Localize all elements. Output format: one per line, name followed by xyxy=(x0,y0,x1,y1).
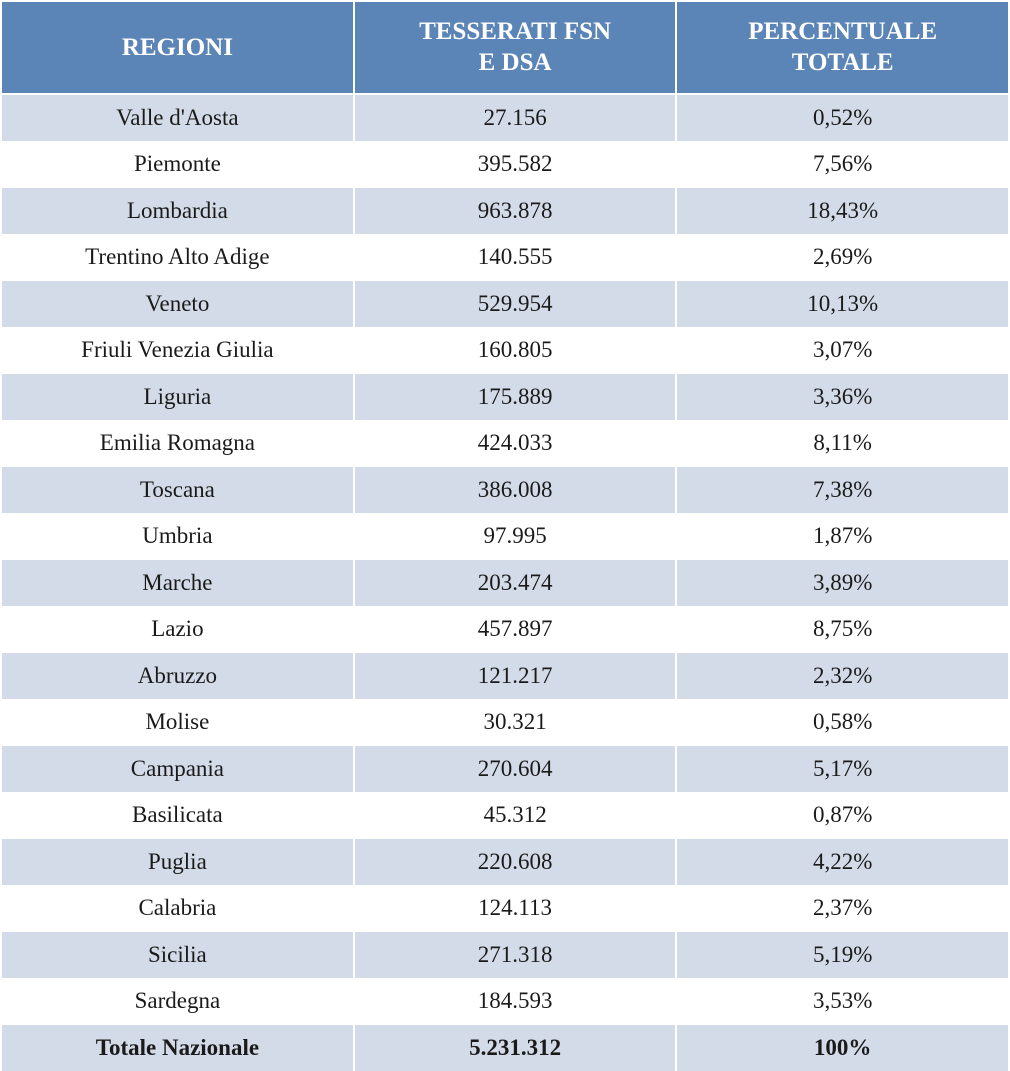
cell-regione: Calabria xyxy=(1,885,354,932)
table-row: Lazio457.8978,75% xyxy=(1,606,1009,653)
cell-tesserati: 97.995 xyxy=(354,513,677,560)
table-row: Marche203.4743,89% xyxy=(1,560,1009,607)
cell-tesserati: 220.608 xyxy=(354,839,677,886)
cell-regione: Molise xyxy=(1,699,354,746)
cell-regione: Sicilia xyxy=(1,932,354,979)
cell-percentuale: 4,22% xyxy=(676,839,1009,886)
cell-total-tesserati: 5.231.312 xyxy=(354,1025,677,1071)
table-row: Umbria97.9951,87% xyxy=(1,513,1009,560)
cell-tesserati: 27.156 xyxy=(354,94,677,142)
table-row: Campania270.6045,17% xyxy=(1,746,1009,793)
table-row: Emilia Romagna424.0338,11% xyxy=(1,420,1009,467)
table-row: Molise30.3210,58% xyxy=(1,699,1009,746)
cell-tesserati: 45.312 xyxy=(354,792,677,839)
table-row: Sicilia271.3185,19% xyxy=(1,932,1009,979)
table-row: Abruzzo121.2172,32% xyxy=(1,653,1009,700)
cell-regione: Lombardia xyxy=(1,188,354,235)
table-row: Liguria175.8893,36% xyxy=(1,374,1009,421)
cell-percentuale: 2,69% xyxy=(676,234,1009,281)
cell-tesserati: 424.033 xyxy=(354,420,677,467)
cell-total-regione: Totale Nazionale xyxy=(1,1025,354,1071)
cell-regione: Campania xyxy=(1,746,354,793)
cell-regione: Liguria xyxy=(1,374,354,421)
cell-tesserati: 160.805 xyxy=(354,327,677,374)
cell-percentuale: 1,87% xyxy=(676,513,1009,560)
cell-total-percentuale: 100% xyxy=(676,1025,1009,1071)
cell-tesserati: 963.878 xyxy=(354,188,677,235)
cell-percentuale: 0,58% xyxy=(676,699,1009,746)
table-row: Friuli Venezia Giulia160.8053,07% xyxy=(1,327,1009,374)
cell-percentuale: 7,38% xyxy=(676,467,1009,514)
table-row: Valle d'Aosta27.1560,52% xyxy=(1,94,1009,142)
col-header-regioni: REGIONI xyxy=(1,1,354,94)
cell-tesserati: 140.555 xyxy=(354,234,677,281)
cell-tesserati: 386.008 xyxy=(354,467,677,514)
table-row: Basilicata45.3120,87% xyxy=(1,792,1009,839)
cell-percentuale: 3,36% xyxy=(676,374,1009,421)
cell-regione: Friuli Venezia Giulia xyxy=(1,327,354,374)
cell-tesserati: 529.954 xyxy=(354,281,677,328)
cell-regione: Veneto xyxy=(1,281,354,328)
cell-regione: Abruzzo xyxy=(1,653,354,700)
cell-regione: Emilia Romagna xyxy=(1,420,354,467)
data-table-container: REGIONI TESSERATI FSNE DSA PERCENTUALETO… xyxy=(0,0,1010,1071)
cell-tesserati: 395.582 xyxy=(354,141,677,188)
cell-percentuale: 5,19% xyxy=(676,932,1009,979)
cell-regione: Marche xyxy=(1,560,354,607)
cell-percentuale: 0,87% xyxy=(676,792,1009,839)
table-row: Piemonte395.5827,56% xyxy=(1,141,1009,188)
data-table: REGIONI TESSERATI FSNE DSA PERCENTUALETO… xyxy=(0,0,1010,1071)
table-row: Calabria124.1132,37% xyxy=(1,885,1009,932)
table-row: Puglia220.6084,22% xyxy=(1,839,1009,886)
cell-regione: Umbria xyxy=(1,513,354,560)
cell-tesserati: 457.897 xyxy=(354,606,677,653)
cell-percentuale: 8,11% xyxy=(676,420,1009,467)
cell-tesserati: 270.604 xyxy=(354,746,677,793)
cell-regione: Sardegna xyxy=(1,978,354,1025)
table-total-row: Totale Nazionale5.231.312100% xyxy=(1,1025,1009,1071)
cell-regione: Basilicata xyxy=(1,792,354,839)
cell-percentuale: 7,56% xyxy=(676,141,1009,188)
cell-percentuale: 3,07% xyxy=(676,327,1009,374)
cell-percentuale: 18,43% xyxy=(676,188,1009,235)
cell-tesserati: 271.318 xyxy=(354,932,677,979)
cell-percentuale: 2,37% xyxy=(676,885,1009,932)
table-row: Trentino Alto Adige140.5552,69% xyxy=(1,234,1009,281)
cell-percentuale: 0,52% xyxy=(676,94,1009,142)
table-body: Valle d'Aosta27.1560,52%Piemonte395.5827… xyxy=(1,94,1009,1071)
cell-regione: Toscana xyxy=(1,467,354,514)
cell-percentuale: 3,53% xyxy=(676,978,1009,1025)
cell-tesserati: 30.321 xyxy=(354,699,677,746)
col-header-percentuale: PERCENTUALETOTALE xyxy=(676,1,1009,94)
cell-percentuale: 5,17% xyxy=(676,746,1009,793)
cell-regione: Lazio xyxy=(1,606,354,653)
cell-percentuale: 3,89% xyxy=(676,560,1009,607)
cell-tesserati: 203.474 xyxy=(354,560,677,607)
cell-regione: Piemonte xyxy=(1,141,354,188)
cell-tesserati: 184.593 xyxy=(354,978,677,1025)
cell-percentuale: 2,32% xyxy=(676,653,1009,700)
cell-tesserati: 121.217 xyxy=(354,653,677,700)
cell-tesserati: 175.889 xyxy=(354,374,677,421)
table-row: Lombardia963.87818,43% xyxy=(1,188,1009,235)
cell-percentuale: 10,13% xyxy=(676,281,1009,328)
cell-regione: Valle d'Aosta xyxy=(1,94,354,142)
cell-tesserati: 124.113 xyxy=(354,885,677,932)
table-row: Sardegna184.5933,53% xyxy=(1,978,1009,1025)
col-header-tesserati: TESSERATI FSNE DSA xyxy=(354,1,677,94)
cell-regione: Trentino Alto Adige xyxy=(1,234,354,281)
table-header-row: REGIONI TESSERATI FSNE DSA PERCENTUALETO… xyxy=(1,1,1009,94)
cell-regione: Puglia xyxy=(1,839,354,886)
cell-percentuale: 8,75% xyxy=(676,606,1009,653)
table-row: Veneto529.95410,13% xyxy=(1,281,1009,328)
table-row: Toscana386.0087,38% xyxy=(1,467,1009,514)
